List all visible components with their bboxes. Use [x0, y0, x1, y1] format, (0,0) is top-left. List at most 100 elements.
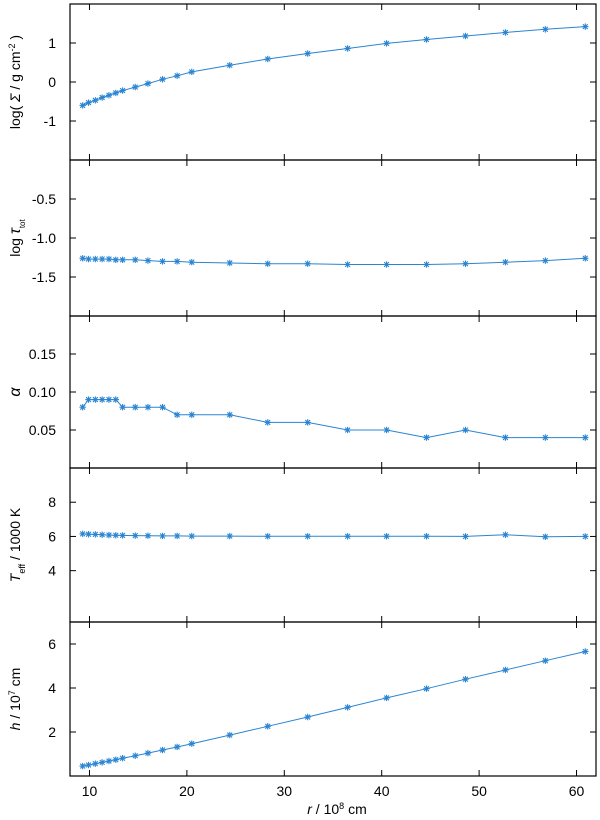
marker-stroke — [92, 760, 99, 767]
data-point — [85, 531, 92, 538]
y-tick-label: -0.5 — [32, 191, 56, 207]
marker-stroke — [542, 257, 549, 264]
data-point — [264, 55, 271, 63]
marker-stroke — [188, 533, 195, 539]
marker-stroke — [112, 90, 119, 96]
marker-stroke — [383, 427, 390, 433]
data-point — [502, 258, 509, 266]
marker-stroke — [99, 396, 105, 403]
y-tick-label: -1.5 — [32, 269, 56, 285]
data-point — [92, 255, 99, 263]
data-point — [264, 260, 271, 267]
data-point — [502, 434, 509, 441]
data-point — [85, 396, 92, 403]
data-point — [502, 666, 509, 674]
marker-stroke — [188, 740, 195, 747]
data-point — [383, 261, 390, 268]
y-tick-label: 4 — [48, 563, 56, 579]
marker-stroke — [92, 97, 99, 104]
data-point — [159, 76, 166, 83]
marker-stroke — [226, 62, 233, 69]
marker-stroke — [174, 258, 180, 265]
marker-stroke — [383, 695, 390, 701]
data-point — [423, 261, 430, 268]
data-point — [264, 723, 271, 730]
data-point — [98, 759, 106, 766]
y-tick-label: 2 — [48, 724, 56, 740]
y-tick-label: 0.15 — [29, 346, 56, 362]
marker-stroke — [112, 532, 119, 539]
marker-stroke — [462, 676, 469, 682]
marker-stroke — [132, 532, 139, 539]
marker-stroke — [502, 259, 509, 265]
data-point — [462, 260, 469, 267]
data-point — [226, 62, 233, 69]
data-point — [423, 685, 430, 692]
data-point — [344, 704, 351, 711]
marker-stroke — [174, 533, 180, 539]
marker-stroke — [99, 531, 105, 538]
marker-stroke — [344, 261, 351, 268]
series-line — [82, 651, 586, 767]
data-point — [226, 731, 233, 739]
marker-stroke — [582, 23, 589, 30]
data-point — [462, 426, 469, 434]
marker-stroke — [188, 69, 195, 75]
marker-stroke — [344, 45, 351, 52]
marker-stroke — [119, 532, 126, 539]
marker-stroke — [85, 396, 92, 403]
series-line — [82, 533, 586, 538]
data-point — [502, 531, 509, 538]
marker-stroke — [159, 76, 166, 83]
marker-stroke — [304, 533, 311, 540]
data-point — [112, 756, 119, 763]
x-tick-label: 60 — [569, 783, 585, 799]
y-axis-label: h / 107 cm — [7, 668, 23, 731]
marker-stroke — [188, 259, 195, 265]
data-point — [173, 72, 181, 79]
data-point — [264, 419, 271, 426]
marker-stroke — [582, 255, 589, 262]
marker-stroke — [226, 260, 233, 266]
data-point — [383, 40, 390, 47]
data-point — [85, 99, 92, 106]
marker-stroke — [99, 94, 105, 101]
data-point — [112, 532, 119, 539]
marker-stroke — [145, 80, 151, 87]
data-point — [112, 396, 119, 403]
data-point — [79, 762, 86, 770]
y-tick-label: 4 — [48, 680, 56, 696]
data-point — [344, 533, 351, 540]
marker-stroke — [106, 396, 112, 403]
marker-stroke — [145, 404, 151, 410]
marker-stroke — [112, 257, 119, 263]
marker-stroke — [132, 84, 139, 90]
marker-stroke — [106, 92, 112, 99]
marker-stroke — [79, 102, 86, 109]
series-line — [82, 257, 586, 265]
marker-stroke — [542, 533, 549, 540]
marker-stroke — [119, 755, 126, 761]
data-point — [226, 532, 233, 540]
data-point — [462, 533, 469, 540]
data-point — [344, 45, 351, 52]
marker-stroke — [304, 419, 311, 426]
marker-stroke — [542, 657, 549, 664]
marker-stroke — [79, 531, 86, 537]
data-point — [173, 411, 181, 418]
data-point — [304, 50, 311, 57]
data-point — [423, 434, 430, 441]
data-point — [159, 258, 166, 265]
data-point — [383, 426, 390, 434]
marker-stroke — [462, 533, 469, 540]
marker-stroke — [106, 532, 112, 538]
data-point — [542, 657, 549, 664]
data-point — [79, 102, 86, 109]
marker-stroke — [344, 427, 351, 433]
marker-stroke — [582, 533, 589, 540]
marker-stroke — [423, 533, 430, 540]
x-tick-label: 40 — [374, 783, 390, 799]
y-tick-label: 0.10 — [29, 384, 56, 400]
panel-frame — [69, 467, 597, 623]
series-line — [82, 399, 586, 439]
